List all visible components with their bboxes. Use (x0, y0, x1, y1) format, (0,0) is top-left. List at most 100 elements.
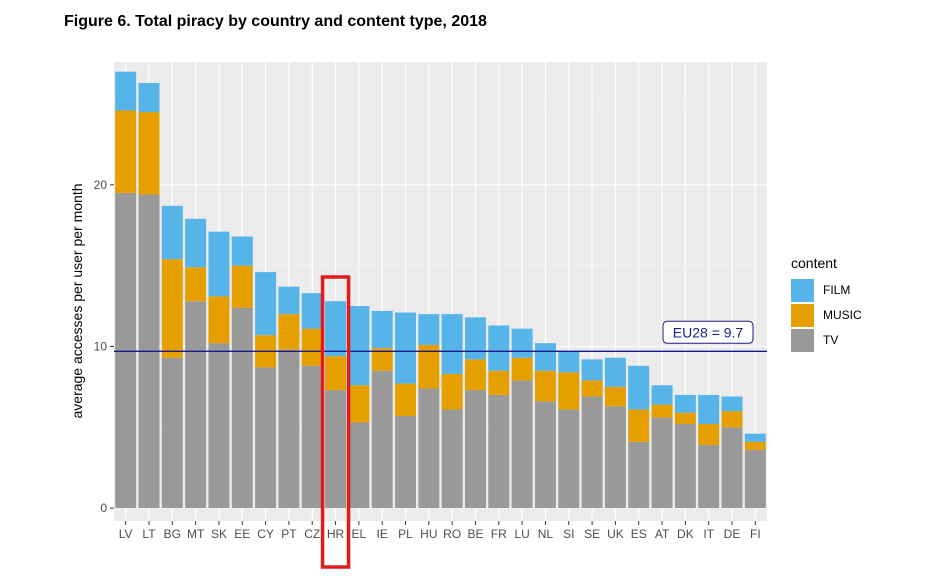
bar-tv-mt (185, 301, 207, 509)
bar-film-bg (161, 205, 183, 260)
bar-tv-ee (231, 307, 253, 509)
bar-film-de (721, 396, 743, 412)
x-tick-label-si: SI (563, 527, 574, 541)
bar-tv-fr (488, 394, 510, 509)
bar-tv-ie (371, 370, 393, 509)
bar-music-lv (115, 110, 137, 193)
x-tick-label-se: SE (584, 527, 600, 541)
bar-film-nl (534, 343, 556, 371)
bar-film-lt (138, 83, 160, 113)
bar-music-si (558, 372, 580, 410)
bar-tv-lv (115, 192, 137, 509)
bar-film-lv (115, 71, 137, 111)
bar-film-ro (441, 314, 463, 374)
bar-film-hu (418, 314, 440, 345)
x-tick-label-lv: LV (119, 527, 133, 541)
bar-music-be (464, 359, 486, 391)
y-tick-label: 0 (100, 501, 107, 515)
eu28-label: EU28 = 9.7 (673, 324, 744, 340)
x-tick-label-fi: FI (750, 527, 761, 541)
bar-film-at (651, 385, 673, 405)
x-tick-label-el: EL (352, 527, 367, 541)
bar-tv-pt (278, 349, 300, 509)
x-tick-label-ro: RO (443, 527, 461, 541)
bar-tv-it (698, 445, 720, 509)
x-tick-label-hr: HR (327, 527, 345, 541)
bar-film-se (581, 359, 603, 381)
bar-music-bg (161, 259, 183, 358)
bar-film-it (698, 394, 720, 425)
bar-film-si (558, 351, 580, 373)
legend-label-film: FILM (823, 283, 850, 297)
x-tick-label-lu: LU (514, 527, 529, 541)
y-axis: 0 10 20 (94, 178, 114, 515)
bar-film-pl (395, 312, 417, 384)
bar-music-de (721, 411, 743, 428)
x-tick-label-bg: BG (164, 527, 181, 541)
x-tick-label-hu: HU (420, 527, 437, 541)
bar-film-el (348, 306, 370, 386)
x-tick-label-nl: NL (538, 527, 554, 541)
bar-film-fr (488, 325, 510, 371)
bar-film-ee (231, 236, 253, 266)
x-tick-label-at: AT (655, 527, 670, 541)
figure-title: Figure 6. Total piracy by country and co… (64, 13, 487, 30)
bar-film-uk (604, 357, 626, 387)
bar-film-dk (674, 394, 696, 413)
bar-film-lu (511, 328, 533, 358)
bar-tv-be (464, 390, 486, 509)
bar-tv-cz (301, 365, 323, 509)
x-tick-label-mt: MT (187, 527, 205, 541)
bar-music-el (348, 385, 370, 423)
legend-label-music: MUSIC (823, 308, 862, 322)
bar-music-sk (208, 296, 230, 344)
bar-music-fr (488, 370, 510, 395)
bar-film-fi (744, 433, 766, 442)
bar-music-nl (534, 370, 556, 402)
x-tick-label-lt: LT (142, 527, 156, 541)
x-tick-label-dk: DK (677, 527, 694, 541)
bar-music-lt (138, 112, 160, 195)
eu28-label-box (662, 320, 754, 344)
x-tick-label-pt: PT (281, 527, 297, 541)
bar-tv-el (348, 422, 370, 509)
bar-tv-de (721, 427, 743, 509)
bar-music-lu (511, 357, 533, 381)
bar-film-cz (301, 293, 323, 329)
x-axis: LV LT BG MT SK EE CY PT CZ HR EL IE PL HU RO BE FR LU NL SI… (119, 521, 761, 541)
bar-tv-se (581, 396, 603, 509)
bar-music-hu (418, 344, 440, 389)
bar-music-fi (744, 441, 766, 450)
hr-highlight-box (320, 275, 351, 569)
x-tick-label-ie: IE (377, 527, 388, 541)
bar-film-cy (255, 272, 277, 336)
x-tick-label-fr: FR (491, 527, 507, 541)
bar-music-at (651, 404, 673, 418)
bar-tv-sk (208, 343, 230, 509)
legend-key-music (791, 304, 814, 327)
bar-tv-fi (744, 449, 766, 509)
bar-tv-si (558, 409, 580, 509)
bar-film-es (628, 365, 650, 410)
legend-key-tv (791, 329, 814, 352)
x-tick-label-cz: CZ (304, 527, 320, 541)
bar-tv-uk (604, 406, 626, 509)
bar-music-ie (371, 348, 393, 371)
x-tick-label-uk: UK (607, 527, 624, 541)
bar-music-dk (674, 412, 696, 425)
bar-music-hr (325, 356, 347, 391)
bar-music-it (698, 424, 720, 446)
bar-music-pt (278, 314, 300, 350)
x-tick-label-es: ES (631, 527, 647, 541)
bar-music-ro (441, 373, 463, 410)
bar-tv-dk (674, 424, 696, 509)
bar-tv-pl (395, 415, 417, 509)
bar-film-ie (371, 310, 393, 349)
bar-film-sk (208, 231, 230, 297)
bar-film-be (464, 317, 486, 360)
bars-layer (115, 71, 766, 509)
bar-tv-hu (418, 388, 440, 509)
bar-tv-lu (511, 380, 533, 509)
legend-title: content (791, 255, 837, 271)
